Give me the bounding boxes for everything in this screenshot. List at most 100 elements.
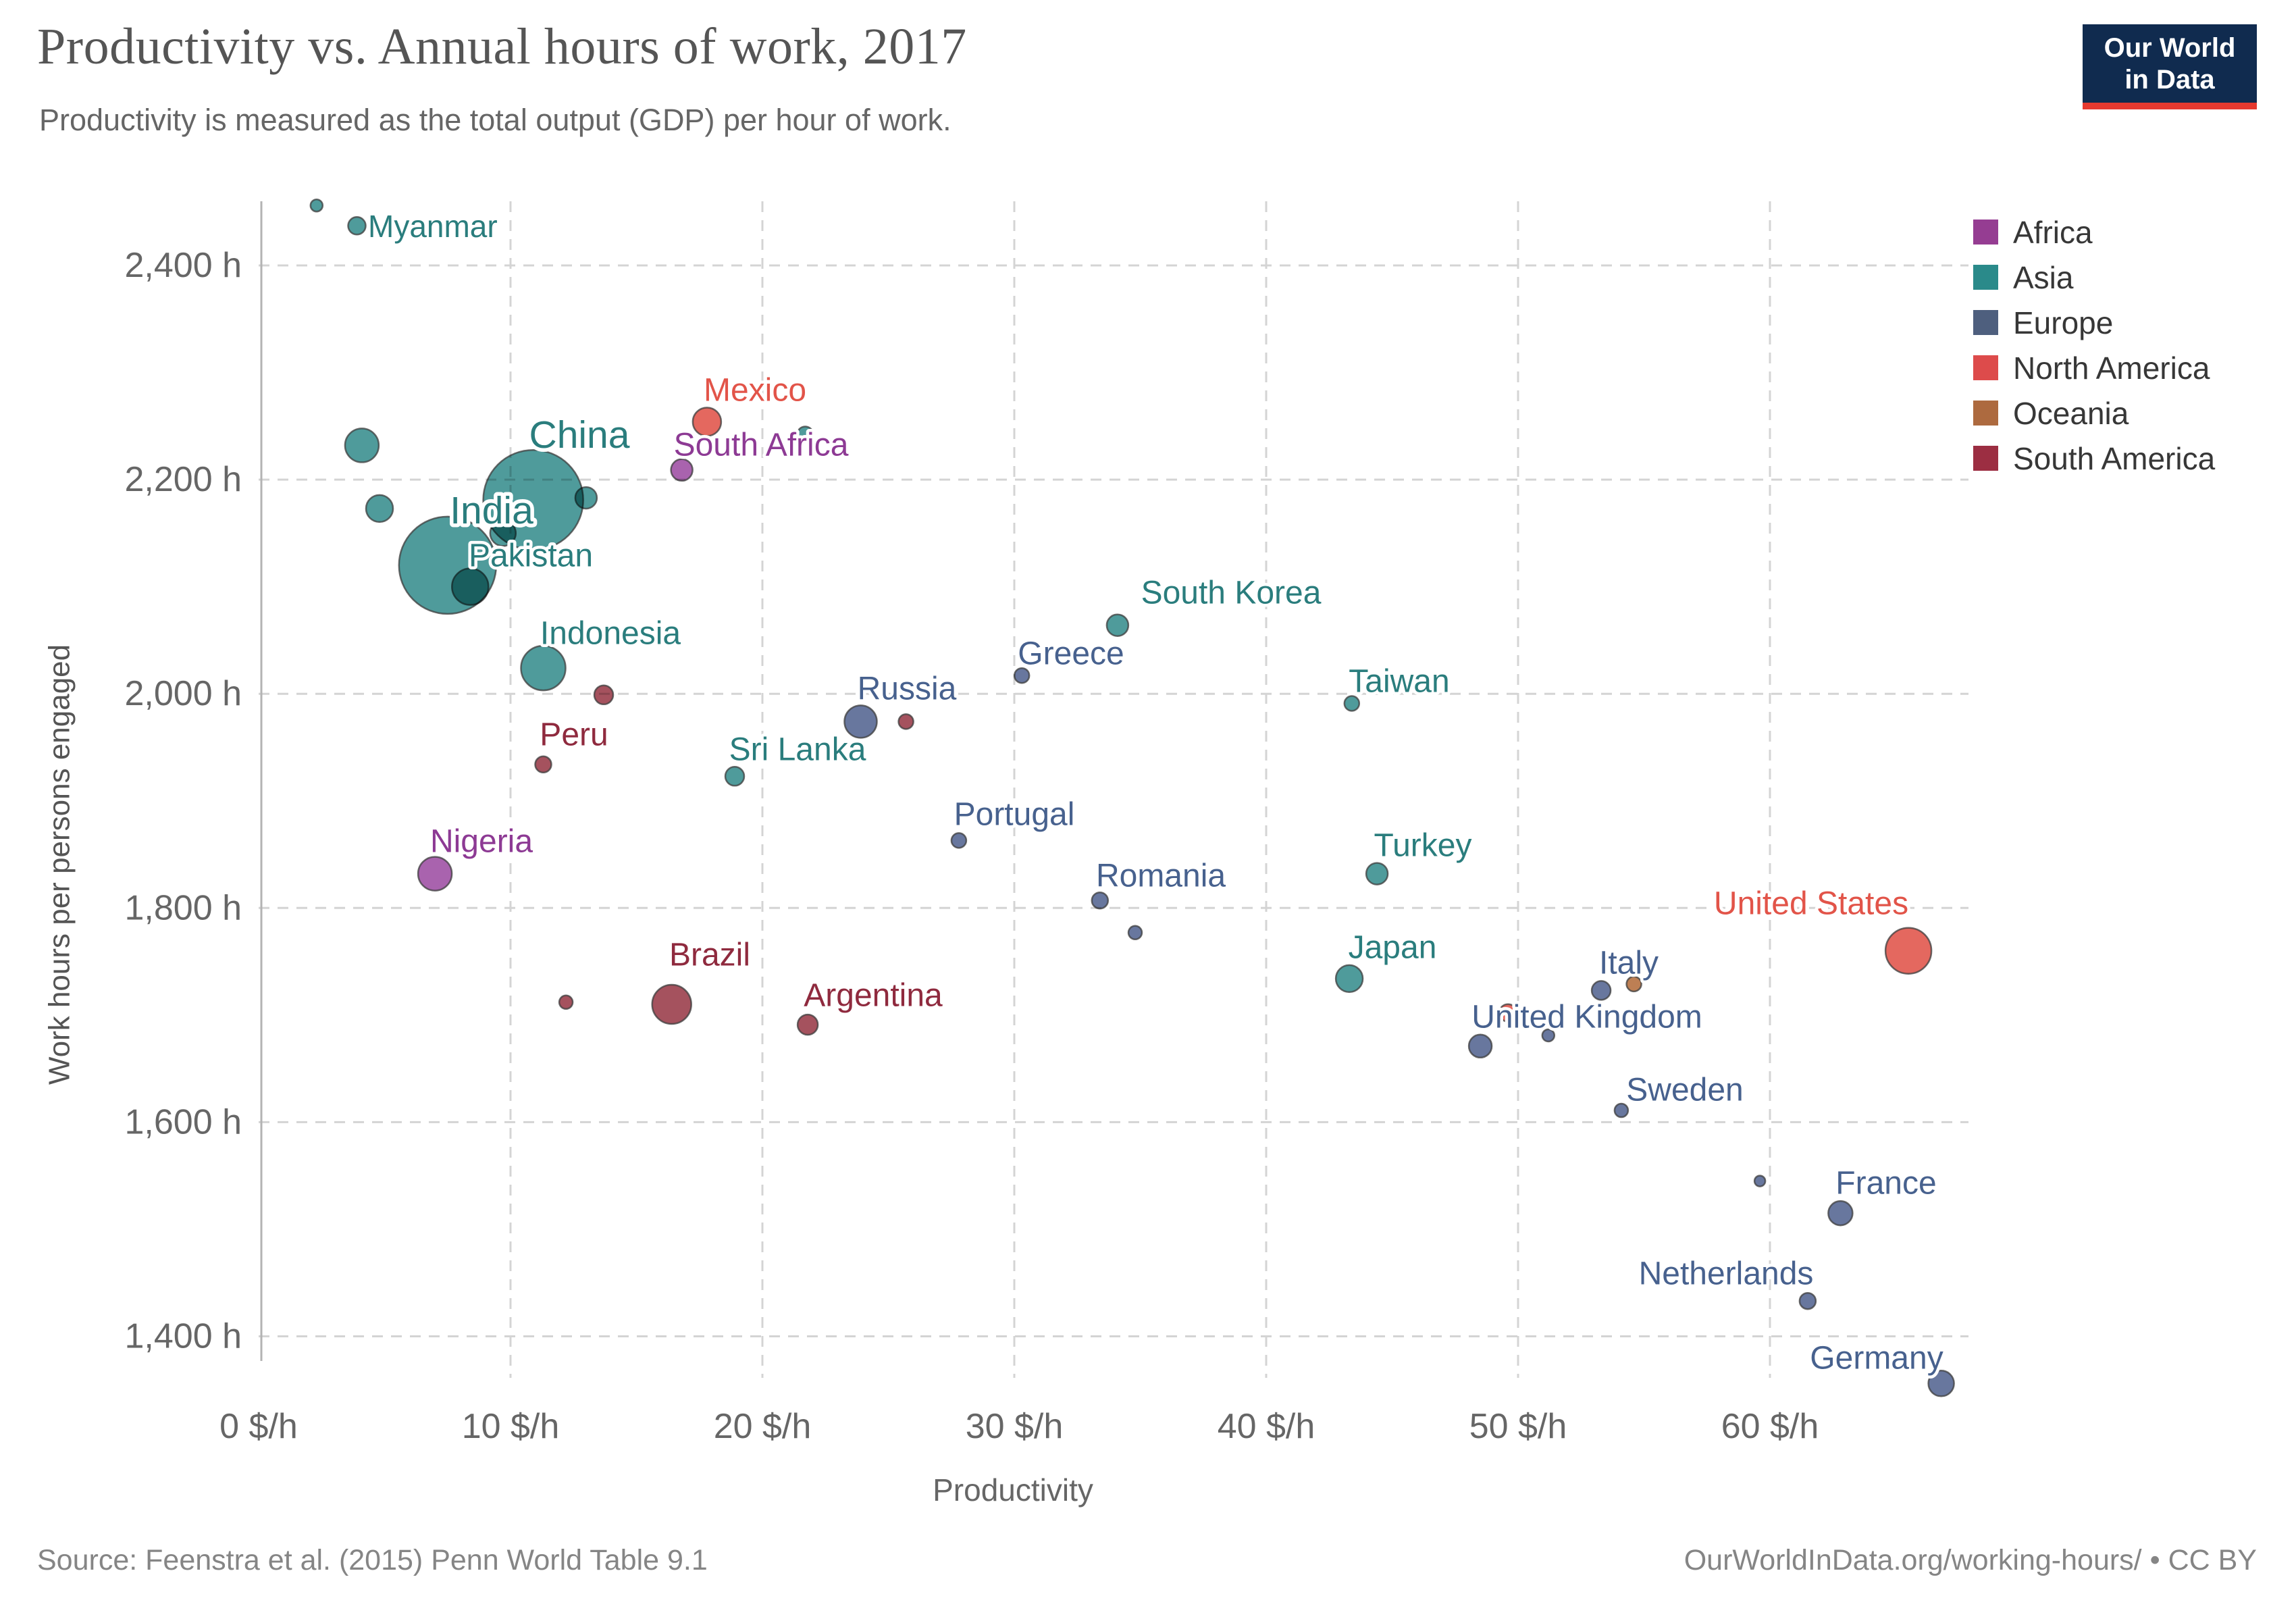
legend-label-asia: Asia — [2013, 259, 2074, 295]
x-axis-title: Productivity — [933, 1472, 1093, 1508]
legend-item-southamerica[interactable]: South America — [1973, 436, 2215, 481]
country-label-brazil: Brazil — [669, 937, 750, 973]
legend-swatch-southamerica — [1973, 446, 1998, 471]
data-point-peru[interactable] — [534, 755, 552, 774]
legend-swatch-africa — [1973, 220, 1998, 245]
owid-logo[interactable]: Our World in Data — [2083, 24, 2257, 109]
y-tick-label-1600: 1,600 h — [125, 1102, 242, 1141]
legend-item-africa[interactable]: Africa — [1973, 209, 2215, 255]
country-label-south-korea: South Korea — [1141, 575, 1322, 611]
legend-item-oceania[interactable]: Oceania — [1973, 390, 2215, 436]
country-label-china: China — [529, 413, 630, 457]
country-label-germany: Germany — [1810, 1341, 1943, 1376]
data-point-mexico[interactable] — [692, 407, 723, 437]
data-point-indonesia[interactable] — [520, 644, 567, 692]
y-tick-label-1800: 1,800 h — [125, 888, 242, 927]
page-title: Productivity vs. Annual hours of work, 2… — [37, 18, 967, 75]
country-label-india: India — [450, 489, 533, 532]
owid-logo-line2: in Data — [2124, 65, 2215, 95]
country-label-sweden: Sweden — [1626, 1073, 1743, 1108]
data-point-taiwan[interactable] — [1343, 695, 1361, 712]
country-label-russia: Russia — [858, 671, 957, 707]
legend-swatch-oceania — [1973, 401, 1998, 426]
data-point-united-states[interactable] — [1884, 927, 1933, 975]
data-point-portugal[interactable] — [950, 832, 968, 849]
data-point-south-korea[interactable] — [1105, 613, 1130, 637]
data-point-unlabeled-25[interactable] — [1498, 1003, 1518, 1023]
data-point-unlabeled-21[interactable] — [593, 684, 615, 706]
country-label-romania: Romania — [1096, 858, 1226, 894]
data-point-greece[interactable] — [1013, 667, 1030, 684]
y-tick-label-1400: 1,400 h — [125, 1317, 242, 1356]
legend-item-asia[interactable]: Asia — [1973, 255, 2215, 300]
country-label-argentina: Argentina — [804, 978, 943, 1014]
data-point-russia[interactable] — [843, 704, 878, 739]
data-point-united-kingdom[interactable] — [1467, 1033, 1493, 1059]
data-point-unlabeled-10[interactable] — [365, 494, 394, 523]
country-label-japan: Japan — [1349, 930, 1437, 966]
country-label-france: France — [1835, 1166, 1936, 1202]
data-point-unlabeled-40[interactable] — [1753, 1175, 1767, 1187]
data-point-unlabeled-36[interactable] — [1127, 925, 1143, 941]
x-tick-label-30: 30 $/h — [966, 1407, 1064, 1446]
country-label-portugal: Portugal — [954, 797, 1075, 833]
country-label-peru: Peru — [540, 717, 608, 753]
country-label-pakistan: Pakistan — [469, 538, 593, 574]
data-point-myanmar[interactable] — [347, 216, 367, 236]
y-tick-label-2200: 2,200 h — [125, 460, 242, 499]
legend-swatch-europe — [1973, 310, 1998, 335]
data-point-south-africa[interactable] — [670, 458, 694, 482]
x-tick-label-20: 20 $/h — [714, 1407, 812, 1446]
x-tick-label-0: 0 $/h — [219, 1407, 298, 1446]
data-point-italy[interactable] — [1590, 980, 1612, 1001]
data-point-unlabeled-12[interactable] — [489, 519, 517, 547]
country-label-united-kingdom: United Kingdom — [1471, 1000, 1702, 1035]
data-point-pakistan[interactable] — [451, 567, 490, 606]
data-point-unlabeled-34[interactable] — [1625, 975, 1642, 993]
data-point-unlabeled-30[interactable] — [897, 713, 914, 730]
owid-logo-line1: Our World — [2104, 33, 2236, 63]
data-point-sri-lanka[interactable] — [724, 766, 746, 787]
legend-label-oceania: Oceania — [2013, 395, 2129, 431]
data-point-unlabeled-35[interactable] — [558, 994, 574, 1010]
continent-legend: Africa Asia Europe North America Oceania Sout… — [1973, 209, 2215, 481]
data-point-japan[interactable] — [1334, 964, 1364, 994]
country-label-taiwan: Taiwan — [1349, 664, 1449, 700]
data-point-brazil[interactable] — [651, 983, 692, 1025]
country-label-indonesia: Indonesia — [540, 616, 681, 652]
country-label-netherlands: Netherlands — [1639, 1256, 1814, 1292]
source-note: Source: Feenstra et al. (2015) Penn Worl… — [37, 1544, 708, 1576]
legend-label-southamerica: South America — [2013, 440, 2216, 476]
page-subtitle: Productivity is measured as the total ou… — [39, 103, 951, 137]
legend-item-europe[interactable]: Europe — [1973, 300, 2215, 345]
data-point-unlabeled-6[interactable] — [344, 428, 380, 463]
country-label-mexico: Mexico — [704, 373, 806, 409]
legend-item-northamerica[interactable]: North America — [1973, 345, 2215, 390]
data-point-sweden[interactable] — [1613, 1102, 1629, 1118]
owid-logo-underline — [2083, 103, 2257, 109]
x-tick-label-40: 40 $/h — [1218, 1407, 1315, 1446]
data-point-unlabeled-38[interactable] — [309, 198, 324, 213]
data-point-france[interactable] — [1827, 1200, 1854, 1227]
owid-logo-box: Our World in Data — [2083, 24, 2257, 103]
data-point-germany[interactable] — [1927, 1370, 1955, 1397]
data-point-nigeria[interactable] — [417, 856, 453, 892]
legend-label-northamerica: North America — [2013, 350, 2210, 386]
country-label-south-africa: South Africa — [674, 428, 849, 463]
country-label-myanmar: Myanmar — [368, 209, 498, 244]
data-point-unlabeled-26[interactable] — [796, 426, 814, 444]
data-point-unlabeled-39[interactable] — [1541, 1028, 1556, 1043]
data-point-unlabeled-16[interactable] — [574, 486, 598, 510]
legend-swatch-northamerica — [1973, 355, 1998, 380]
license-note[interactable]: OurWorldInData.org/working-hours/ • CC B… — [1684, 1544, 2257, 1576]
data-point-netherlands[interactable] — [1798, 1291, 1817, 1310]
country-label-italy: Italy — [1599, 946, 1659, 981]
y-tick-label-2000: 2,000 h — [125, 674, 242, 713]
y-axis-title: Work hours per persons engaged — [43, 644, 76, 1085]
data-point-romania[interactable] — [1091, 891, 1110, 910]
country-label-sri-lanka: Sri Lanka — [729, 732, 866, 768]
data-point-turkey[interactable] — [1365, 862, 1389, 885]
data-point-argentina[interactable] — [796, 1013, 819, 1036]
